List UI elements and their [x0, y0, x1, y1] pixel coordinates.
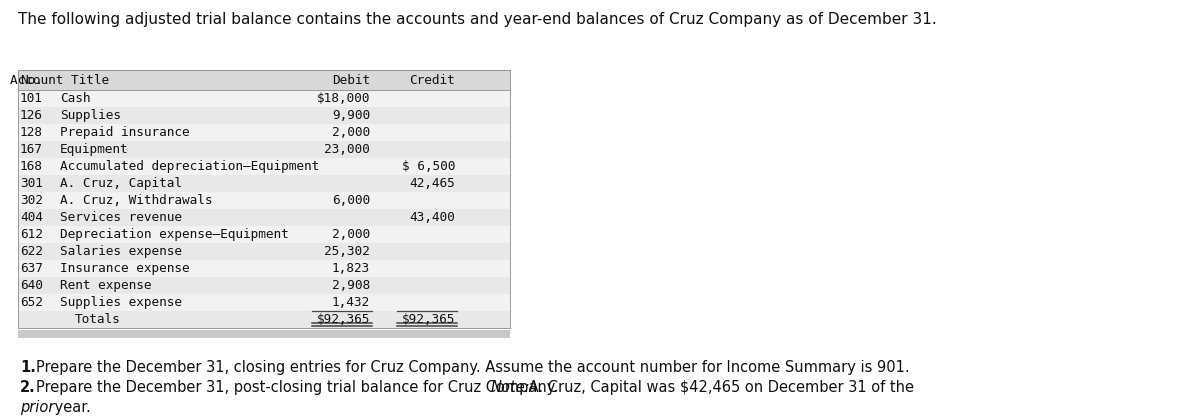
Bar: [18, 90, 510, 107]
Text: 652: 652: [20, 296, 43, 309]
Bar: [18, 141, 510, 158]
Text: 167: 167: [20, 143, 43, 156]
Text: 42,465: 42,465: [409, 177, 455, 190]
Text: Equipment: Equipment: [60, 143, 128, 156]
Text: No.: No.: [20, 74, 43, 87]
Text: Supplies expense: Supplies expense: [60, 296, 182, 309]
Bar: [18, 175, 510, 192]
Text: year.: year.: [50, 400, 91, 415]
Text: 9,900: 9,900: [332, 109, 370, 122]
Text: A. Cruz, Withdrawals: A. Cruz, Withdrawals: [60, 194, 212, 207]
Bar: [18, 294, 510, 311]
Text: 612: 612: [20, 228, 43, 241]
Text: Services revenue: Services revenue: [60, 211, 182, 224]
Text: Insurance expense: Insurance expense: [60, 262, 190, 275]
Text: $92,365: $92,365: [402, 313, 455, 326]
Bar: [18, 260, 510, 277]
Text: Note:: Note:: [491, 380, 530, 395]
Bar: [18, 330, 510, 338]
Text: 301: 301: [20, 177, 43, 190]
Text: 637: 637: [20, 262, 43, 275]
Text: 23,000: 23,000: [324, 143, 370, 156]
Text: 2,908: 2,908: [332, 279, 370, 292]
Text: prior: prior: [20, 400, 54, 415]
Text: 1,823: 1,823: [332, 262, 370, 275]
Text: A. Cruz, Capital: A. Cruz, Capital: [60, 177, 182, 190]
Text: A. Cruz, Capital was $42,465 on December 31 of the: A. Cruz, Capital was $42,465 on December…: [524, 380, 914, 395]
Text: $92,365: $92,365: [317, 313, 370, 326]
Bar: [18, 124, 510, 141]
Text: Rent expense: Rent expense: [60, 279, 151, 292]
Bar: [18, 158, 510, 175]
Text: 25,302: 25,302: [324, 245, 370, 258]
Text: Prepaid insurance: Prepaid insurance: [60, 126, 190, 139]
Text: Prepare the December 31, post-closing trial balance for Cruz Company.: Prepare the December 31, post-closing tr…: [36, 380, 563, 395]
Text: Account Title: Account Title: [11, 74, 109, 87]
Bar: [18, 226, 510, 243]
Text: Accumulated depreciation–Equipment: Accumulated depreciation–Equipment: [60, 160, 319, 173]
Text: 126: 126: [20, 109, 43, 122]
Text: 6,000: 6,000: [332, 194, 370, 207]
Text: 2.: 2.: [20, 380, 36, 395]
Text: 622: 622: [20, 245, 43, 258]
Text: 1,432: 1,432: [332, 296, 370, 309]
Text: 101: 101: [20, 92, 43, 105]
Text: 2,000: 2,000: [332, 228, 370, 241]
Bar: [18, 192, 510, 209]
Text: Salaries expense: Salaries expense: [60, 245, 182, 258]
Bar: [18, 209, 510, 226]
Bar: [18, 70, 510, 90]
Bar: [18, 277, 510, 294]
Text: Cash: Cash: [60, 92, 90, 105]
Text: 168: 168: [20, 160, 43, 173]
Text: 2,000: 2,000: [332, 126, 370, 139]
Text: 128: 128: [20, 126, 43, 139]
Text: $ 6,500: $ 6,500: [402, 160, 455, 173]
Text: 1.: 1.: [20, 360, 36, 375]
Bar: [18, 70, 510, 328]
Bar: [18, 311, 510, 328]
Text: The following adjusted trial balance contains the accounts and year-end balances: The following adjusted trial balance con…: [18, 12, 937, 27]
Text: Credit: Credit: [409, 74, 455, 87]
Text: 640: 640: [20, 279, 43, 292]
Text: 302: 302: [20, 194, 43, 207]
Text: 404: 404: [20, 211, 43, 224]
Text: $18,000: $18,000: [317, 92, 370, 105]
Text: Totals: Totals: [74, 313, 121, 326]
Text: Prepare the December 31, closing entries for Cruz Company. Assume the account nu: Prepare the December 31, closing entries…: [36, 360, 910, 375]
Text: Supplies: Supplies: [60, 109, 121, 122]
Bar: [18, 243, 510, 260]
Text: 43,400: 43,400: [409, 211, 455, 224]
Text: Depreciation expense–Equipment: Depreciation expense–Equipment: [60, 228, 289, 241]
Bar: [18, 107, 510, 124]
Text: Debit: Debit: [332, 74, 370, 87]
